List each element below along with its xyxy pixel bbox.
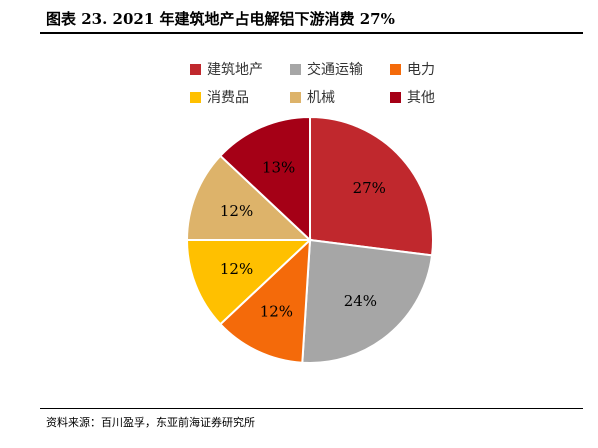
pie-slice-1	[301, 238, 434, 364]
pie-slice-3	[185, 239, 313, 326]
legend-item-2: 电力	[390, 59, 435, 79]
legend-item-0: 建筑地产	[190, 59, 263, 79]
legend-swatch-4	[290, 91, 301, 103]
legend-swatch-2	[390, 63, 401, 75]
pie-label-2: 12%	[260, 302, 293, 320]
legend-label-0: 建筑地产	[207, 62, 263, 78]
pie-slice-2	[218, 237, 312, 364]
pie-label-3: 12%	[220, 260, 253, 278]
legend-swatch-3	[190, 91, 201, 103]
source-divider	[40, 408, 583, 409]
legend-label-2: 电力	[407, 62, 435, 78]
legend-item-1: 交通运输	[290, 59, 363, 79]
title-divider	[40, 32, 583, 34]
legend-label-5: 其他	[407, 90, 435, 106]
pie-slice-4	[185, 154, 313, 241]
figure-title: 图表 23. 2021 年建筑地产占电解铝下游消费 27%	[46, 10, 395, 28]
legend-label-4: 机械	[307, 90, 335, 106]
legend-item-5: 其他	[390, 87, 435, 107]
pie-label-4: 12%	[220, 202, 253, 220]
source-note: 资料来源：百川盈孚，东亚前海证券研究所	[46, 416, 255, 429]
pie-slice-5	[218, 115, 311, 243]
pie-label-0: 27%	[353, 179, 386, 197]
legend-swatch-1	[290, 63, 301, 75]
pie-label-5: 13%	[262, 159, 295, 177]
legend-label-1: 交通运输	[307, 62, 363, 78]
legend-item-3: 消费品	[190, 87, 249, 107]
legend-swatch-5	[390, 91, 401, 103]
legend-item-4: 机械	[290, 87, 335, 107]
pie-slice-0	[309, 115, 434, 257]
legend-label-3: 消费品	[207, 90, 249, 106]
legend-swatch-0	[190, 63, 201, 75]
pie-label-1: 24%	[344, 292, 377, 310]
